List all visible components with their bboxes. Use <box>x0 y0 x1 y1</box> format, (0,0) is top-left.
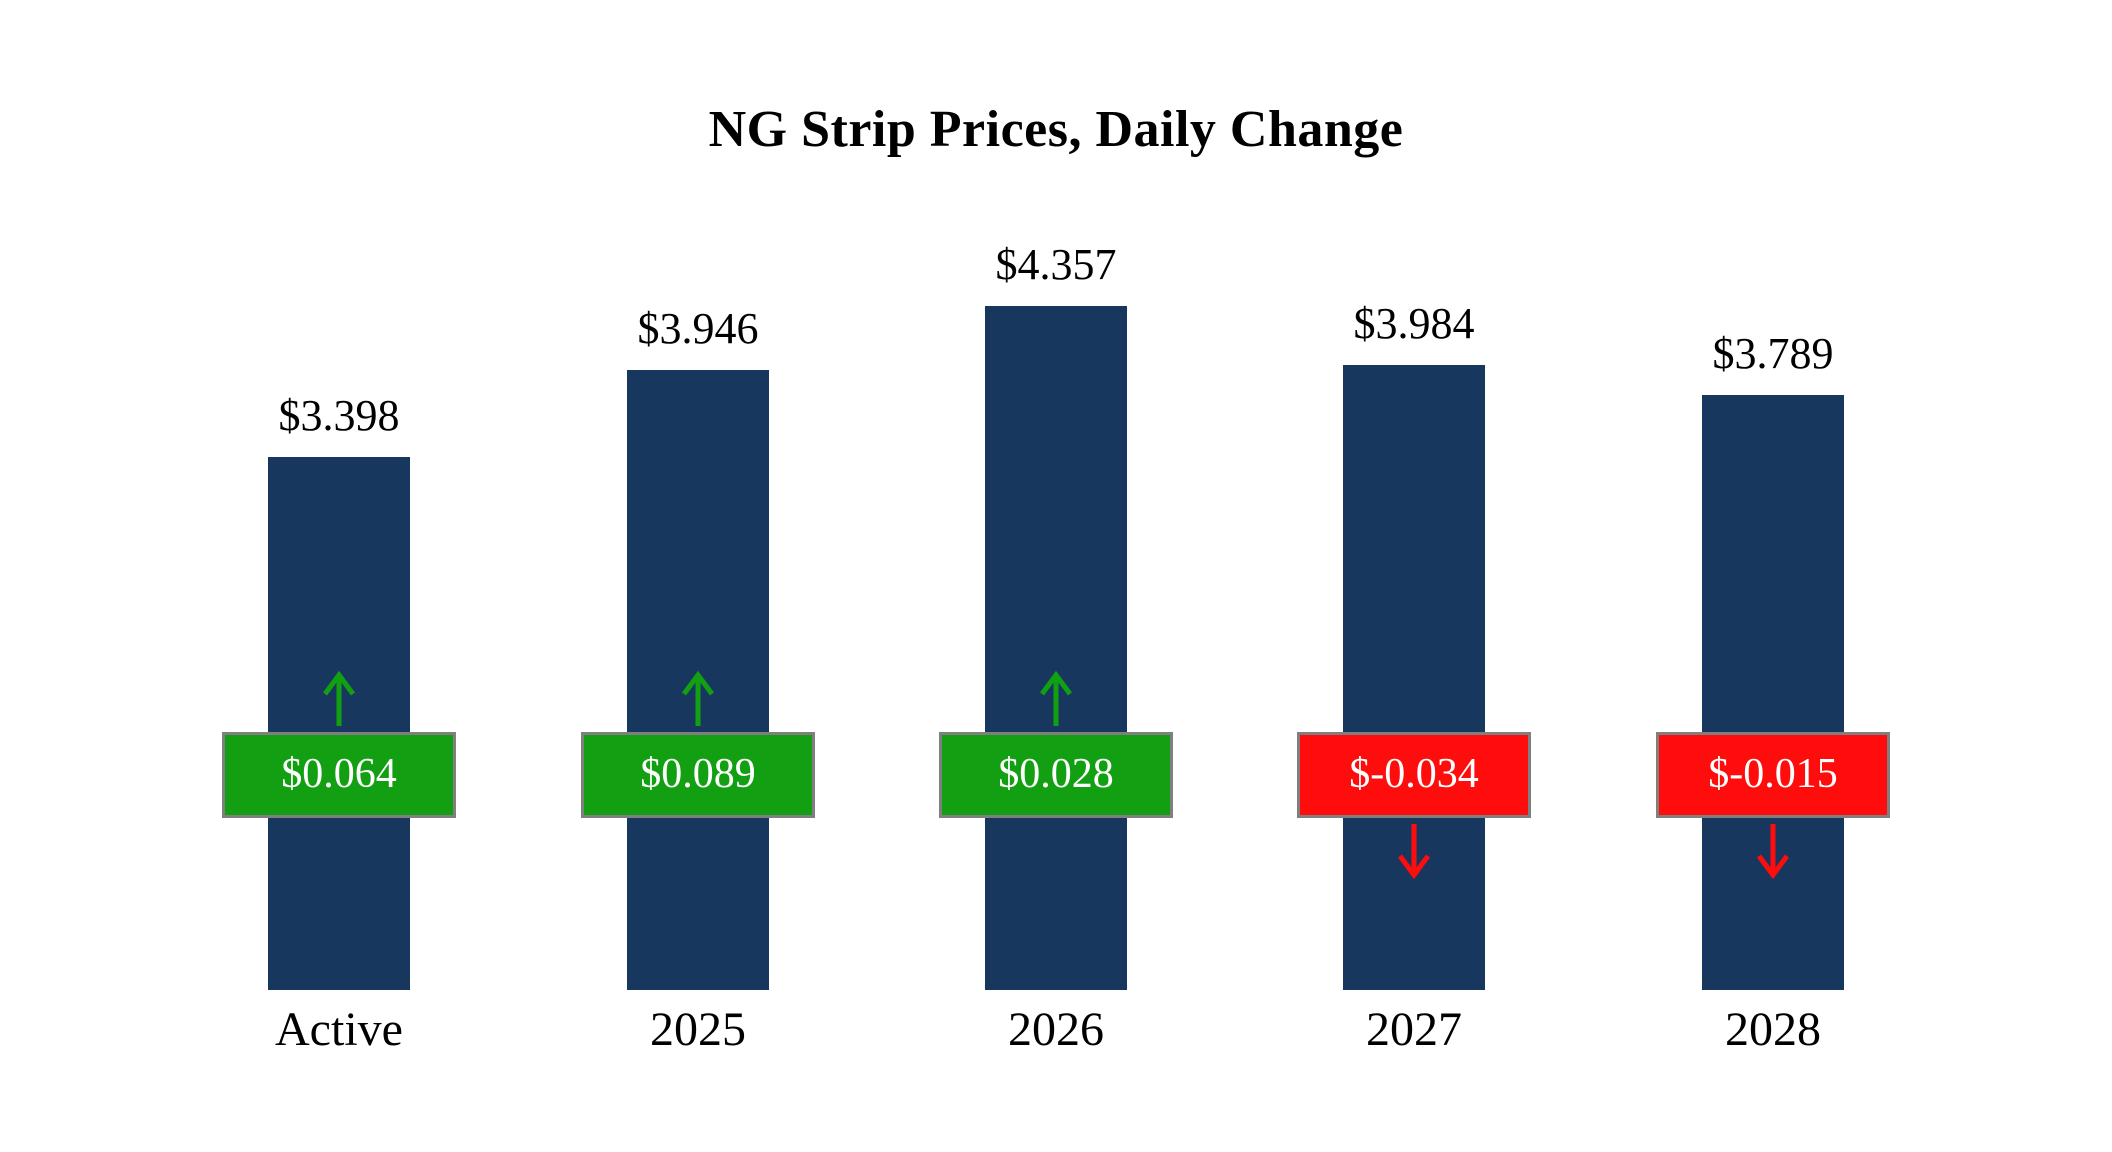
change-badge: $-0.015 <box>1656 732 1890 818</box>
bar <box>1343 365 1485 990</box>
bar-value-label: $3.398 <box>278 391 400 440</box>
category-label: 2027 <box>1366 1003 1462 1056</box>
up-arrow-icon <box>1036 670 1076 728</box>
up-arrow-icon <box>319 670 359 728</box>
bar-group-2027: $3.984 $-0.034 2027 <box>1294 0 1534 1152</box>
bar <box>985 306 1127 990</box>
down-arrow-icon <box>1394 822 1434 882</box>
category-label: 2025 <box>650 1003 746 1056</box>
change-badge: $0.089 <box>581 732 815 818</box>
bar-group-2028: $3.789 $-0.015 2028 <box>1653 0 1893 1152</box>
bar-value-label: $3.789 <box>1712 329 1834 378</box>
up-arrow-icon <box>678 670 718 728</box>
bar-group-2026: $4.357 $0.028 2026 <box>936 0 1176 1152</box>
change-badge: $0.064 <box>222 732 456 818</box>
category-label: 2026 <box>1008 1003 1104 1056</box>
bar-group-2025: $3.946 $0.089 2025 <box>578 0 818 1152</box>
bar-value-label: $4.357 <box>995 240 1117 289</box>
down-arrow-icon <box>1753 822 1793 882</box>
change-badge: $0.028 <box>939 732 1173 818</box>
bar-group-active: $3.398 $0.064 Active <box>219 0 459 1152</box>
bar <box>1702 395 1844 990</box>
bar-value-label: $3.984 <box>1353 299 1475 348</box>
bar-value-label: $3.946 <box>637 304 759 353</box>
chart-title: NG Strip Prices, Daily Change <box>708 101 1404 158</box>
change-badge: $-0.034 <box>1297 732 1531 818</box>
category-label: Active <box>275 1003 403 1056</box>
category-label: 2028 <box>1725 1003 1821 1056</box>
